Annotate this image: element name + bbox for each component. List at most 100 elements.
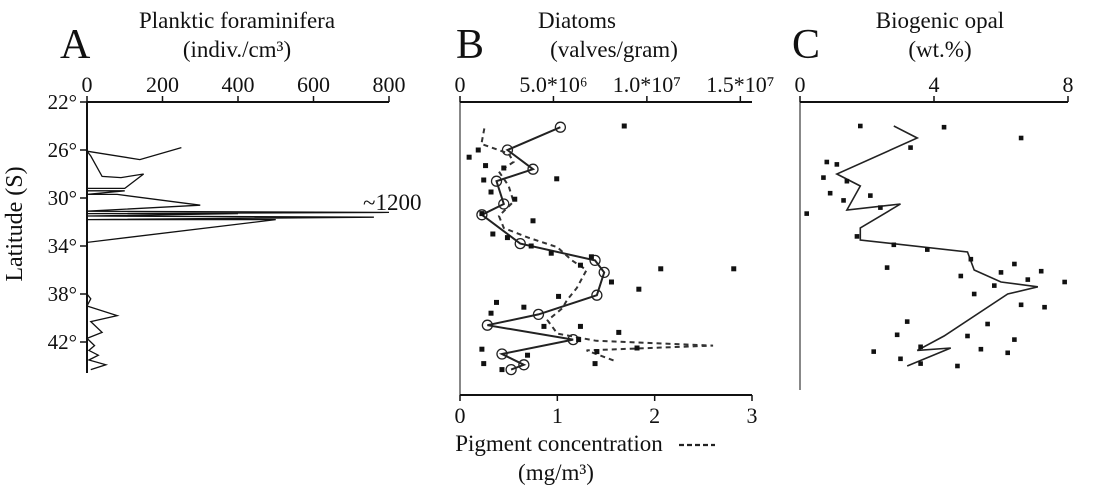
opal-point: [955, 363, 960, 369]
diatom-marker: [532, 308, 545, 321]
y-tick-label: 26°: [48, 138, 77, 162]
diatom-marker: [490, 175, 503, 187]
diatom-point: [530, 218, 536, 224]
diatom-marker: [498, 198, 510, 210]
opal-point: [1005, 350, 1010, 356]
top-tick-label-2: 8: [1063, 72, 1074, 97]
diatom-point: [488, 310, 494, 316]
diatom-marker: [591, 289, 603, 301]
top-tick-label-1: 0: [455, 72, 466, 97]
opal-point: [1018, 302, 1024, 308]
opal-point: [898, 356, 903, 362]
diatom-point: [488, 189, 494, 195]
pigment-line: [480, 128, 714, 363]
panel-b-letter: B: [456, 22, 484, 68]
diatom-point: [594, 349, 600, 355]
opal-point: [821, 175, 826, 180]
diatom-point: [548, 250, 554, 256]
opal-point: [868, 193, 873, 198]
diatom-point: [475, 147, 481, 153]
opal-point: [925, 247, 930, 252]
opal-point: [1018, 135, 1024, 141]
y-tick-label: 42°: [48, 330, 77, 354]
panel-b: B Diatoms (valves/gram) Pigment concentr…: [455, 8, 715, 485]
opal-point: [884, 265, 890, 270]
pigment-tick-label: 1: [552, 403, 563, 428]
diatom-point: [481, 177, 487, 183]
diatom-point: [494, 299, 499, 305]
top-tick-label-2: 0: [795, 72, 806, 97]
opal-point: [992, 283, 997, 288]
panel-b-title: Diatoms: [538, 8, 616, 33]
panel-c-title: Biogenic opal: [876, 8, 1004, 33]
panel-b-unit: (valves/gram): [550, 37, 678, 62]
opal-point: [971, 291, 977, 297]
diatom-marker: [527, 163, 539, 175]
opal-point: [998, 270, 1004, 275]
top-tick-label-1: 1.5*10⁷: [706, 72, 774, 97]
diatom-point: [521, 304, 527, 310]
diatom-point: [501, 165, 507, 171]
top-tick-label-0: 800: [373, 72, 406, 97]
diatom-point: [512, 196, 518, 202]
diatom-marker: [514, 237, 526, 250]
diatom-point: [504, 235, 510, 241]
diatom-point: [616, 329, 622, 335]
diatom-point: [576, 337, 582, 343]
diatom-point: [479, 211, 485, 217]
opal-point: [1062, 279, 1067, 285]
pigment-tick-label: 3: [747, 403, 758, 428]
panel-a-title: Planktic foraminifera: [139, 8, 335, 33]
opal-point: [1025, 277, 1031, 282]
top-tick-label-1: 1.0*10⁷: [613, 72, 681, 97]
diatom-marker: [476, 209, 488, 221]
y-tick-label: 22°: [48, 90, 77, 114]
opal-point: [804, 211, 809, 216]
y-tick-label: 34°: [48, 234, 77, 258]
pigment-tick-label: 0: [455, 403, 466, 428]
opal-point: [824, 159, 830, 165]
opal-point: [1042, 304, 1047, 310]
diatom-marker: [501, 144, 514, 156]
opal-point: [985, 321, 990, 327]
diatom-point: [499, 367, 505, 373]
opal-point: [1038, 268, 1044, 274]
opal-point: [891, 242, 897, 248]
opal-line: [834, 125, 1039, 367]
diatom-point: [525, 352, 531, 358]
top-tick-label-0: 600: [297, 72, 330, 97]
diatom-point: [577, 262, 583, 268]
top-tick-label-0: 0: [82, 72, 93, 97]
diatom-point: [592, 361, 598, 367]
opal-point: [968, 256, 974, 262]
diatom-point: [466, 154, 472, 160]
opal-point: [871, 349, 876, 354]
panel-a-unit: (indiv./cm³): [183, 37, 291, 62]
opal-point: [827, 190, 833, 196]
diatom-point: [541, 323, 547, 329]
panel-a-annotation: ~1200: [363, 190, 421, 215]
pigment-axis-unit: (mg/m³): [518, 460, 594, 485]
diatom-point: [634, 345, 640, 351]
opal-point: [918, 344, 923, 350]
opal-point: [834, 162, 840, 167]
opal-point: [941, 124, 947, 130]
diatom-point: [481, 361, 487, 367]
diatom-marker: [554, 121, 567, 133]
diatom-point: [490, 231, 496, 237]
diatom-marker: [505, 363, 517, 376]
pigment-axis-label: Pigment concentration: [455, 431, 663, 456]
diatom-marker: [481, 319, 494, 331]
y-axis-label: Latitude (S): [2, 166, 28, 281]
diatom-point: [658, 266, 664, 272]
diatom-point: [636, 286, 642, 292]
diatom-point: [577, 323, 583, 329]
diatom-point: [554, 176, 560, 182]
diatom-marker: [518, 359, 530, 371]
opal-point: [918, 361, 923, 366]
top-tick-label-0: 200: [146, 72, 179, 97]
opal-point: [858, 123, 863, 129]
opal-point: [904, 319, 910, 324]
diatom-marker: [496, 348, 508, 360]
diatom-point: [621, 123, 627, 129]
